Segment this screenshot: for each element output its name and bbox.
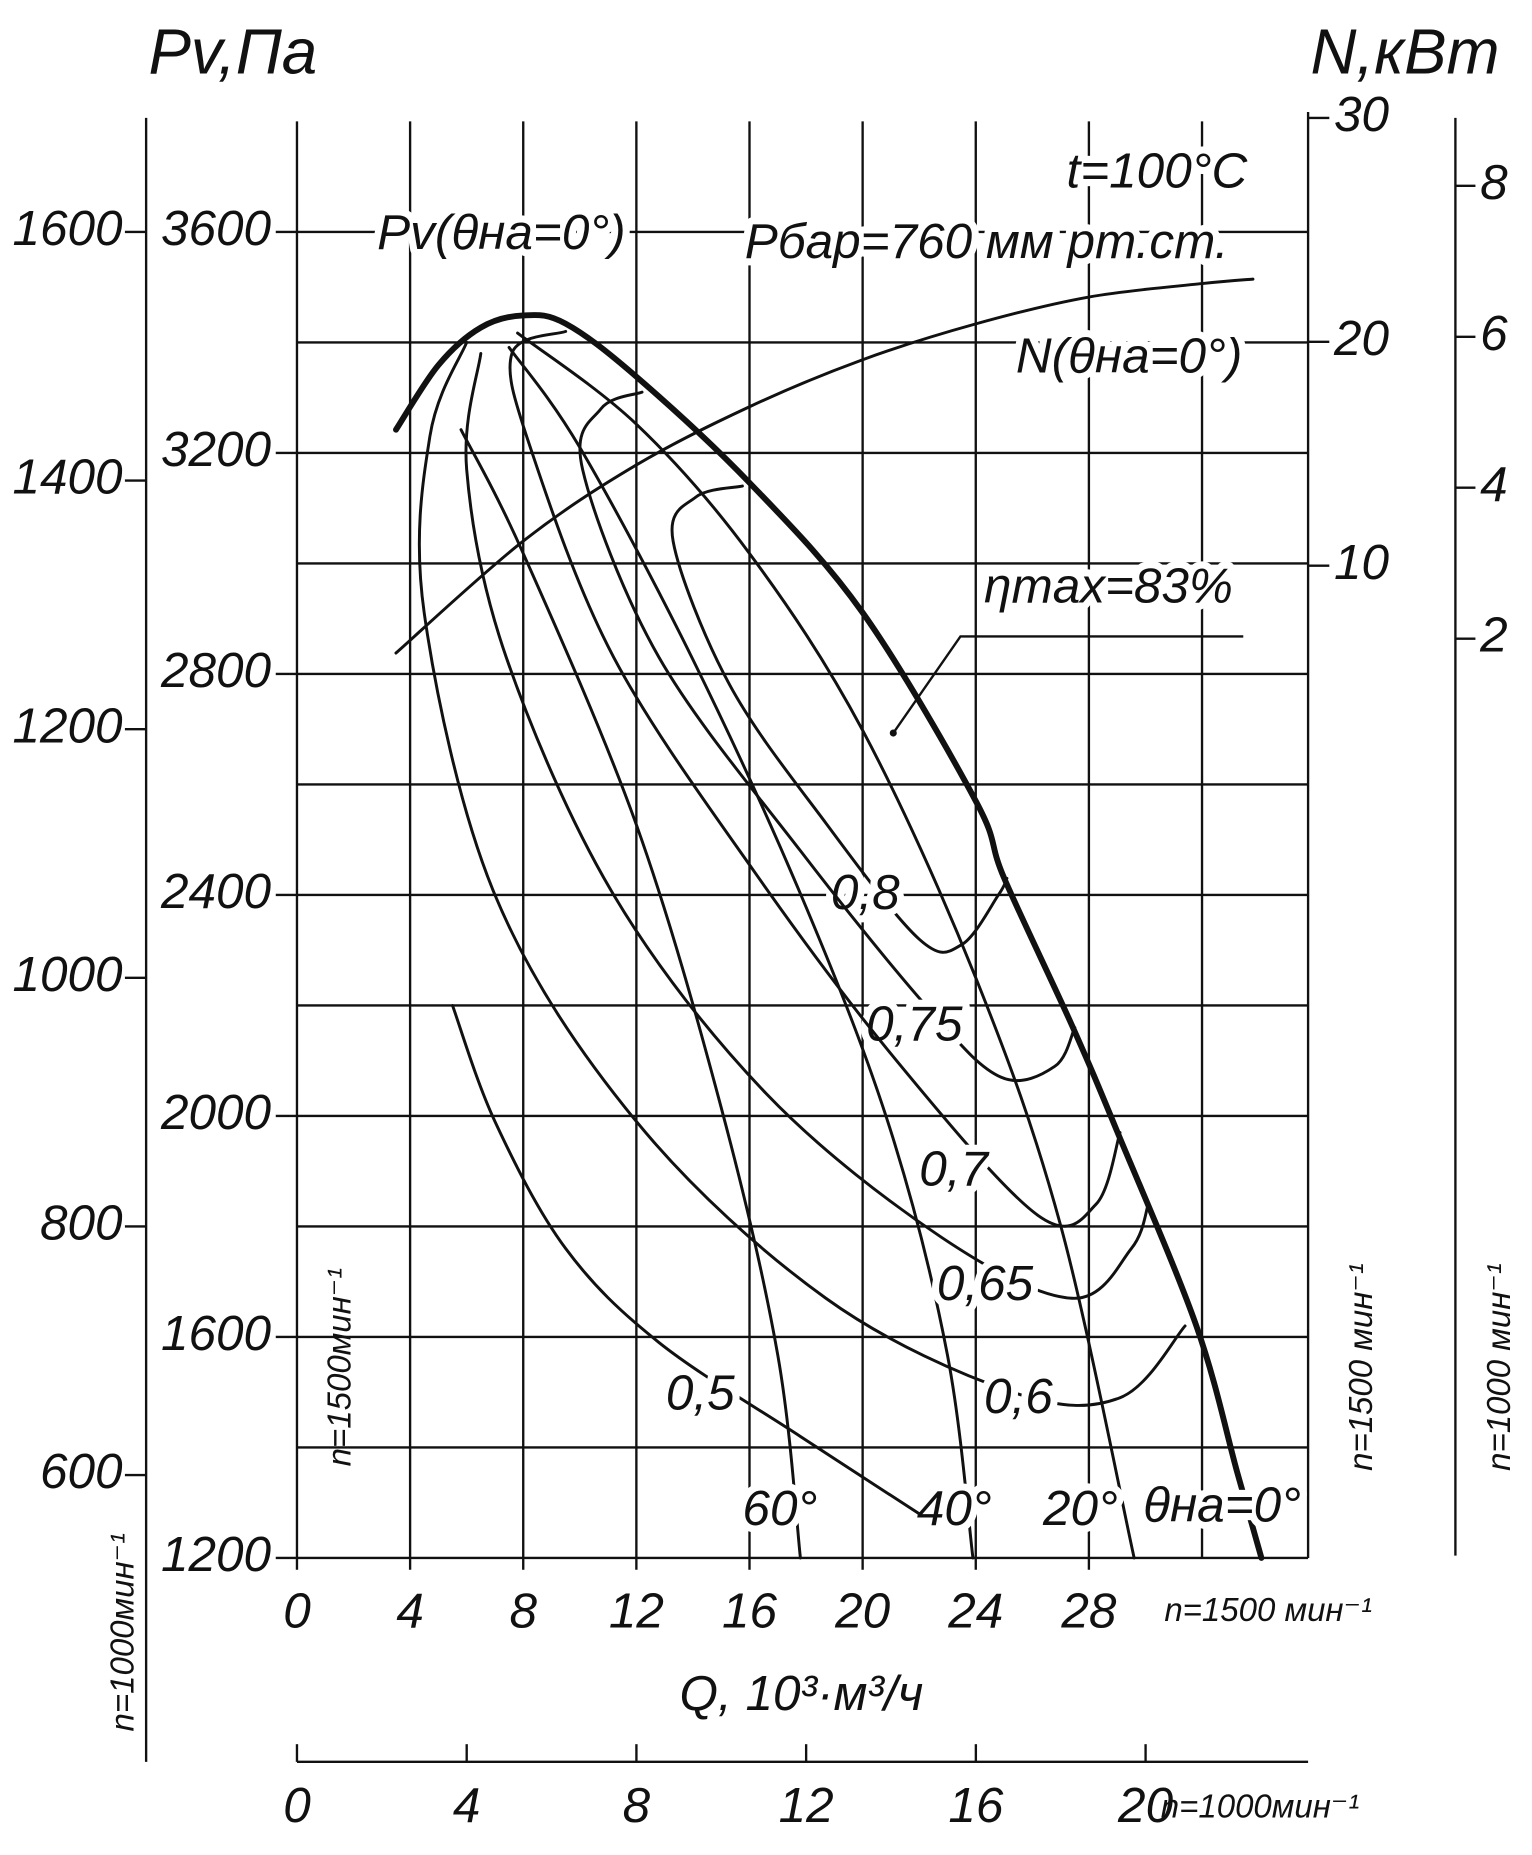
curve-label: 0,65 [937,1256,1034,1311]
x2-tick-label: 16 [948,1778,1004,1833]
y-tick-label: 3200 [161,422,272,477]
y3-tick-label: 1000 [12,947,123,1002]
curve-label: θна=0° [1143,1478,1301,1533]
x-tick-label: 12 [609,1584,664,1639]
y2-axis-label: N,кВт [1310,16,1499,87]
curve [516,331,1136,1560]
y3-tick-label: 1400 [12,450,123,505]
curve-label: 0,7 [919,1142,990,1197]
curve [459,428,802,1560]
x-tick-label: 16 [722,1584,778,1639]
annotation: N(θна=0°) [1016,329,1243,384]
x-axis-label: Q, 10³·м³/ч [679,1666,923,1721]
x-tick-label: 28 [1060,1584,1117,1639]
curve-label: 0,8 [831,865,900,920]
annotation: Рбар=760 мм рт.ст. [745,214,1229,269]
y2-tick-label: 10 [1334,535,1390,590]
y-axis-label: Pv,Па [148,16,317,87]
curve [417,340,1187,1407]
x-tick-label: 0 [283,1584,311,1639]
annotation: t=100°C [1067,144,1248,199]
curve [464,351,1150,1300]
y2-tick-label: 30 [1334,87,1390,142]
y4-tick-label: 8 [1480,155,1508,210]
curve [451,1004,921,1516]
x-tick-label: 8 [509,1584,537,1639]
x-tick-label: 20 [834,1584,891,1639]
y-tick-label: 2000 [160,1085,272,1140]
curve-label: 0,6 [984,1369,1053,1424]
x2-note: n=1000мин⁻¹ [1161,1788,1360,1825]
x2-tick-label: 4 [453,1778,481,1833]
annotation: ηmax=83% [984,558,1233,613]
curve-label: 20° [1042,1481,1118,1536]
x-tick-label: 4 [396,1584,424,1639]
y3-tick-label: 1600 [12,201,123,256]
annotation: Pv(θна=0°) [377,205,626,260]
curve [578,390,1077,1083]
x-note: n=1500 мин⁻¹ [1164,1591,1372,1628]
x2-tick-label: 12 [779,1778,834,1833]
y4-note: n=1000 мин⁻¹ [1480,1263,1517,1471]
curve-label: 40° [917,1481,992,1536]
curve [507,345,975,1560]
y4-tick-label: 4 [1480,457,1508,512]
leader-line [892,635,1244,734]
y-note: n=1500мин⁻¹ [320,1268,357,1467]
y4-tick-label: 6 [1480,306,1508,361]
curve-label: 60° [742,1481,817,1536]
leader-dot [889,729,897,737]
y-tick-label: 2800 [160,643,272,698]
curve-label: 0,75 [866,997,963,1052]
curve [670,484,1009,954]
y-tick-label: 2400 [160,864,272,919]
y4-tick-label: 2 [1479,608,1508,663]
x-tick-label: 24 [947,1584,1003,1639]
y3-tick-label: 600 [40,1444,123,1499]
y3-tick-label: 1200 [12,698,123,753]
curve [394,277,1255,655]
y-tick-label: 1600 [161,1306,272,1361]
x2-tick-label: 0 [283,1778,311,1833]
y3-note: n=1000мин⁻¹ [104,1533,141,1732]
x2-tick-label: 8 [623,1778,651,1833]
y-tick-label: 1200 [161,1527,272,1582]
y3-tick-label: 800 [40,1196,123,1251]
curve [508,329,1122,1228]
curve-label: 0,5 [666,1366,735,1421]
curve [393,312,1265,1561]
y2-note: n=1500 мин⁻¹ [1342,1263,1379,1471]
x2-tick-label: 20 [1117,1778,1174,1833]
y-tick-label: 3600 [161,201,272,256]
y2-tick-label: 20 [1333,311,1390,366]
